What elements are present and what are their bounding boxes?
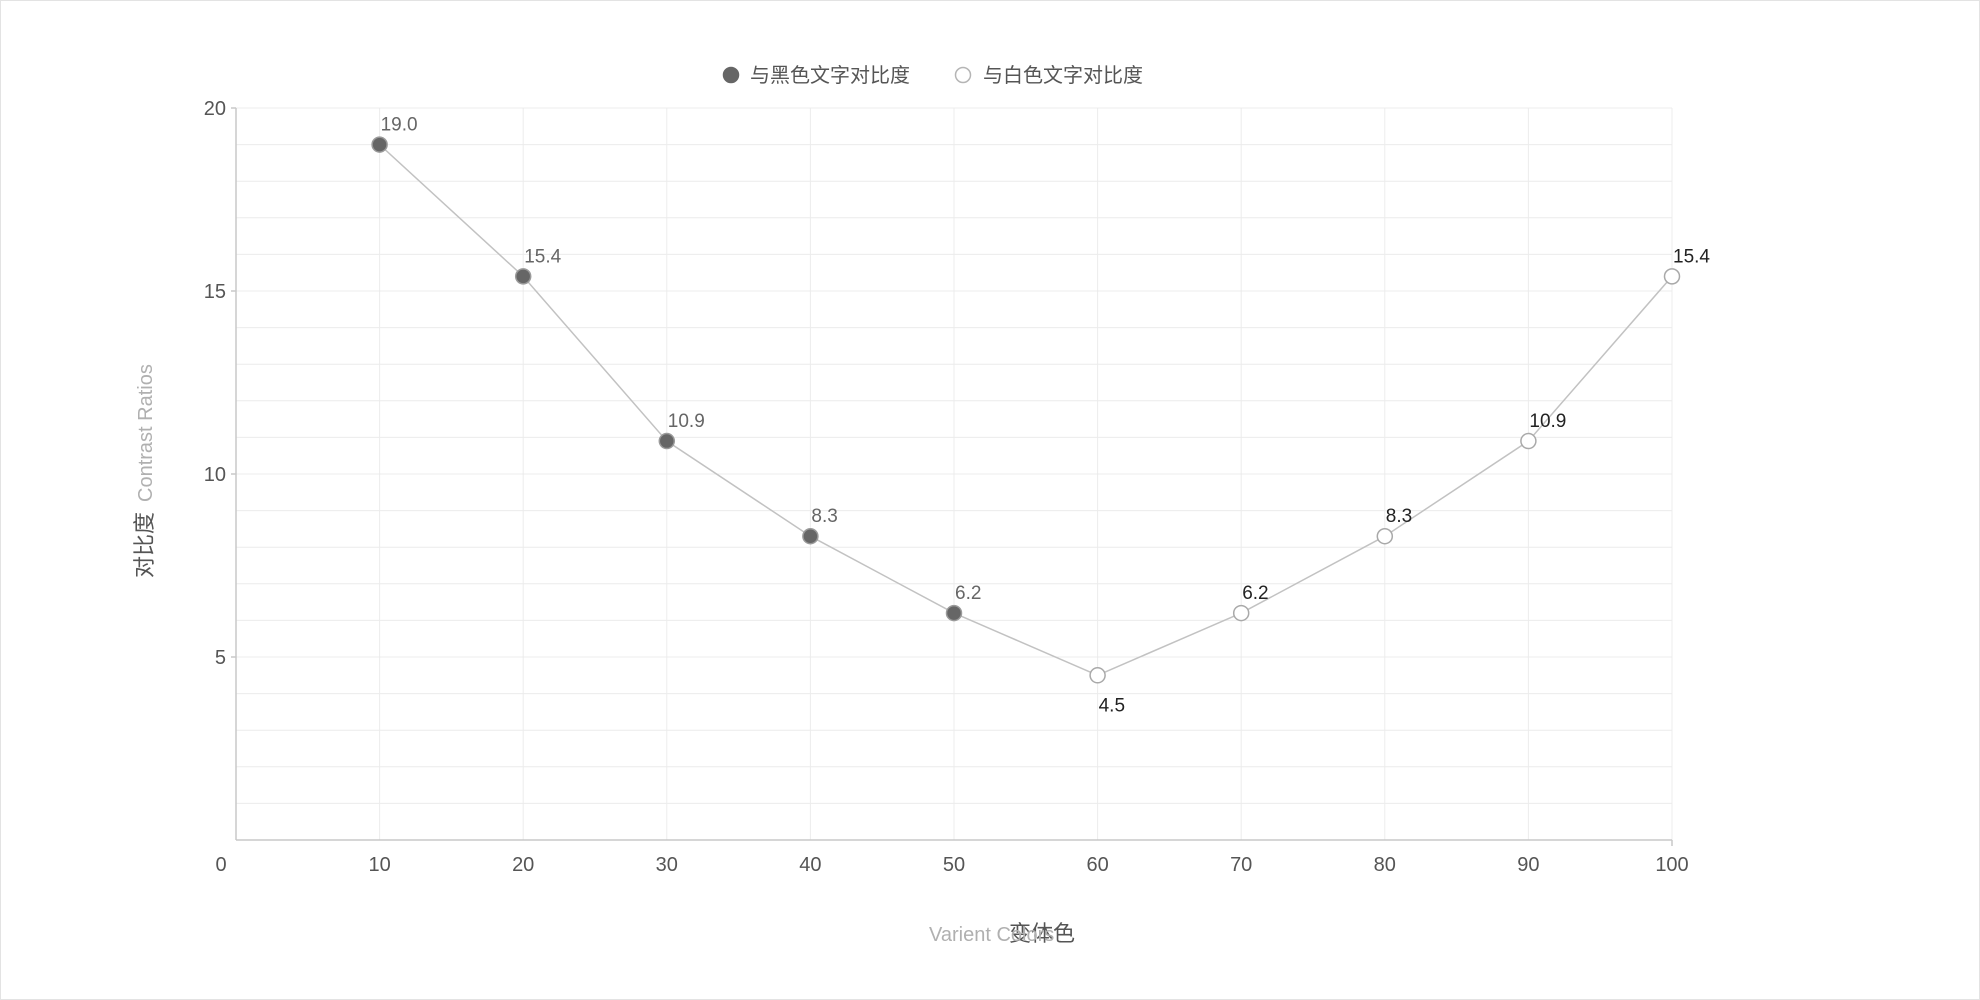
data-point[interactable] — [1089, 667, 1106, 684]
data-labels: 19.0 15.4 10.9 8.3 6.2 4.5 6.2 8.3 10.9 15.4 — [381, 115, 1711, 717]
data-point[interactable] — [371, 136, 388, 153]
data-label: 8.3 — [811, 506, 837, 527]
y-axis-title-cn: 对比度 — [132, 512, 157, 578]
data-label: 10.9 — [668, 411, 705, 432]
x-tick-label: 10 — [368, 854, 390, 876]
data-point[interactable] — [1663, 268, 1681, 285]
data-point[interactable] — [1232, 604, 1250, 622]
data-label: 6.2 — [955, 583, 981, 604]
x-tick-label: 0 — [215, 854, 226, 876]
data-label: 10.9 — [1529, 411, 1566, 432]
y-tick-label: 5 — [215, 647, 226, 669]
y-tick-label: 20 — [204, 98, 226, 120]
grid — [236, 107, 1673, 840]
series-line — [379, 144, 1673, 677]
legend: 与黑色文字对比度 与白色文字对比度 — [722, 64, 1144, 87]
x-tick-label: 70 — [1230, 854, 1252, 876]
legend-marker-hollow — [954, 66, 972, 84]
y-axis-title-en: Contrast Ratios — [135, 364, 157, 502]
x-tick-label: 100 — [1655, 854, 1688, 876]
x-tick-label: 60 — [1086, 854, 1108, 876]
x-tick-label: 50 — [943, 854, 965, 876]
y-axis-title: 对比度 Contrast Ratios — [132, 364, 157, 578]
x-tick-label: 80 — [1374, 854, 1396, 876]
x-axis-title-en: Varient Colors — [929, 924, 1054, 946]
x-tick-label: 20 — [512, 854, 534, 876]
data-label: 4.5 — [1099, 695, 1125, 716]
legend-label-white-text: 与白色文字对比度 — [983, 64, 1143, 87]
legend-marker-filled — [722, 66, 740, 84]
data-point[interactable] — [658, 432, 676, 450]
x-tick-label: 40 — [799, 854, 821, 876]
axes: 5 10 15 20 0 10 20 30 40 50 60 70 80 90 100 — [204, 98, 1689, 876]
data-label: 6.2 — [1242, 583, 1268, 604]
y-tick-label: 15 — [204, 281, 226, 303]
data-point[interactable] — [514, 268, 532, 285]
data-point[interactable] — [1520, 432, 1537, 450]
y-tick-label: 10 — [204, 464, 226, 486]
x-tick-label: 90 — [1517, 854, 1539, 876]
data-label: 15.4 — [524, 246, 561, 267]
x-axis-title-cn: 变体色 — [1009, 921, 1075, 946]
data-point[interactable] — [945, 604, 963, 622]
legend-label-black-text: 与黑色文字对比度 — [750, 64, 910, 87]
data-label: 15.4 — [1673, 246, 1710, 267]
data-point[interactable] — [802, 527, 819, 545]
data-point[interactable] — [1376, 527, 1394, 545]
series-line-path — [379, 144, 1673, 677]
x-tick-label: 30 — [656, 854, 678, 876]
data-label: 19.0 — [381, 115, 418, 136]
legend-item-black-text[interactable]: 与黑色文字对比度 — [722, 64, 911, 87]
legend-item-white-text[interactable]: 与白色文字对比度 — [954, 64, 1144, 87]
data-label: 8.3 — [1386, 506, 1412, 527]
data-points — [371, 136, 1681, 684]
